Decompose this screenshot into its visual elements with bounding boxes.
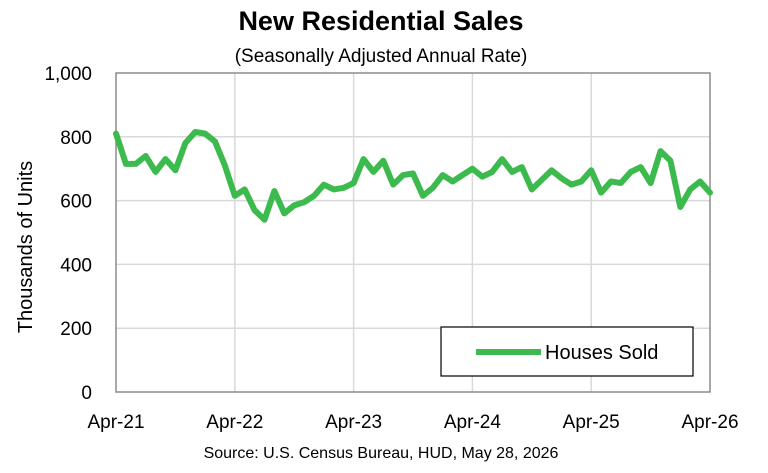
y-tick-label: 1,000 [44,64,92,85]
y-tick-label: 200 [60,319,92,340]
series-layer [113,129,713,223]
source-note: Source: U.S. Census Bureau, HUD, May 28,… [204,445,559,462]
x-tick-label: Apr-22 [206,412,263,433]
x-tick-label: Apr-25 [563,412,620,433]
legend-label-houses-sold: Houses Sold [545,342,658,364]
chart-title: New Residential Sales [238,6,523,36]
plot-area [115,72,711,393]
x-tick-label: Apr-26 [681,412,738,433]
y-tick-label: 600 [60,192,92,213]
tick-labels: 0 200 400 600 800 1,000 Apr-21 Apr-22 Apr-23 Apr-… [44,64,738,433]
x-tick-label: Apr-24 [444,412,501,433]
y-tick-label: 400 [60,255,92,276]
x-tick-label: Apr-23 [325,412,382,433]
y-tick-label: 0 [81,383,92,404]
y-tick-label: 800 [60,128,92,149]
x-tick-label: Apr-21 [87,412,144,433]
series-line-houses-sold [113,129,713,223]
chart-subtitle: (Seasonally Adjusted Annual Rate) [235,46,528,67]
y-axis-label: Thousands of Units [15,161,37,333]
legend: Houses Sold [440,326,694,377]
